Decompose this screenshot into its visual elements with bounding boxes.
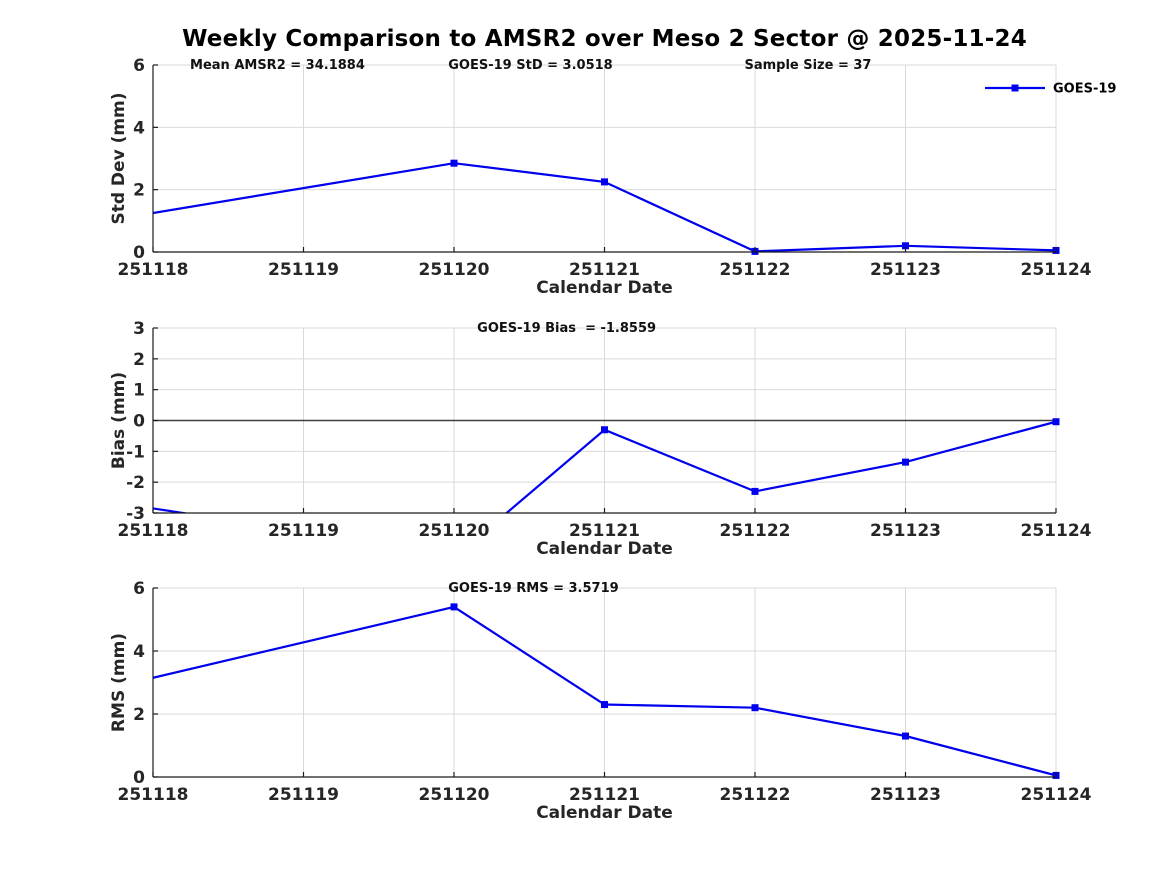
y-tick-label: 3: [133, 319, 145, 339]
rms-marker: [450, 603, 458, 611]
x-axis-label: Calendar Date: [536, 539, 673, 559]
x-tick-label: 251124: [1021, 521, 1092, 541]
chart-annotation: Sample Size = 37: [744, 58, 871, 73]
rms-marker: [902, 732, 909, 740]
std-dev-marker: [601, 178, 608, 186]
bias-marker: [601, 426, 608, 434]
x-tick-label: 251118: [118, 521, 189, 541]
rms-marker: [601, 701, 608, 709]
y-axis-label: Bias (mm): [109, 372, 129, 469]
x-axis-label: Calendar Date: [536, 803, 673, 823]
std-dev-marker: [902, 242, 909, 250]
chart-annotation: Mean AMSR2 = 34.1884: [190, 58, 365, 73]
x-tick-label: 251118: [118, 785, 189, 805]
rms-series-line: [153, 605, 1056, 777]
x-tick-label: 251123: [870, 521, 941, 541]
x-tick-label: 251122: [720, 521, 791, 541]
x-tick-label: 251119: [268, 260, 339, 280]
std-dev-series-line: [153, 162, 1056, 252]
x-tick-label: 251123: [870, 785, 941, 805]
y-tick-label: -1: [126, 442, 145, 462]
x-tick-label: 251124: [1021, 785, 1092, 805]
legend-label: GOES-19: [1053, 82, 1116, 97]
x-tick-label: 251121: [569, 260, 640, 280]
x-tick-label: 251124: [1021, 260, 1092, 280]
x-tick-label: 251121: [569, 785, 640, 805]
y-axis-label: RMS (mm): [109, 633, 129, 732]
x-tick-label: 251121: [569, 521, 640, 541]
rms-marker: [751, 704, 759, 712]
y-tick-label: 0: [133, 768, 145, 788]
x-tick-label: 251119: [268, 785, 339, 805]
y-tick-label: 0: [133, 243, 145, 263]
bias-marker: [751, 487, 759, 495]
chart-annotation: GOES-19 RMS = 3.5719: [448, 581, 618, 596]
x-tick-label: 251120: [419, 260, 490, 280]
y-tick-label: 4: [133, 642, 145, 662]
chart-bias: 251118 251119 251120 251121 251122 251123 2511…: [109, 319, 1092, 559]
x-tick-label: 251118: [118, 260, 189, 280]
y-tick-label: 6: [133, 56, 145, 76]
y-tick-label: 2: [133, 705, 145, 725]
y-tick-label: 1: [133, 381, 145, 401]
y-tick-label: -3: [126, 504, 145, 524]
bias-marker: [1052, 418, 1060, 426]
chart-rms: 251118 251119 251120 251121 251122 251123 2511…: [109, 579, 1092, 823]
y-tick-label: 4: [133, 118, 145, 138]
x-tick-label: 251120: [419, 521, 490, 541]
x-tick-label: 251119: [268, 521, 339, 541]
bias-marker: [902, 458, 909, 466]
chart-annotation: GOES-19 Bias = -1.8559: [477, 321, 656, 336]
legend-square-icon: [1011, 84, 1019, 92]
x-axis-label: Calendar Date: [536, 278, 673, 298]
y-tick-label: 2: [133, 350, 145, 370]
y-tick-label: 0: [133, 411, 145, 431]
std-dev-marker: [450, 159, 458, 167]
legend: GOES-19: [985, 82, 1116, 97]
x-tick-label: 251123: [870, 260, 941, 280]
y-axis-label: Std Dev (mm): [109, 92, 129, 224]
x-tick-label: 251122: [720, 260, 791, 280]
figure-title: Weekly Comparison to AMSR2 over Meso 2 S…: [182, 26, 1027, 52]
y-tick-label: 6: [133, 579, 145, 599]
x-tick-label: 251120: [419, 785, 490, 805]
y-tick-label: -2: [126, 473, 145, 493]
x-tick-label: 251122: [720, 785, 791, 805]
chart-annotation: GOES-19 StD = 3.0518: [448, 58, 612, 73]
chart-std-dev: 251118 251119 251120 251121 251122 251123 2511…: [109, 56, 1116, 298]
y-tick-label: 2: [133, 181, 145, 201]
